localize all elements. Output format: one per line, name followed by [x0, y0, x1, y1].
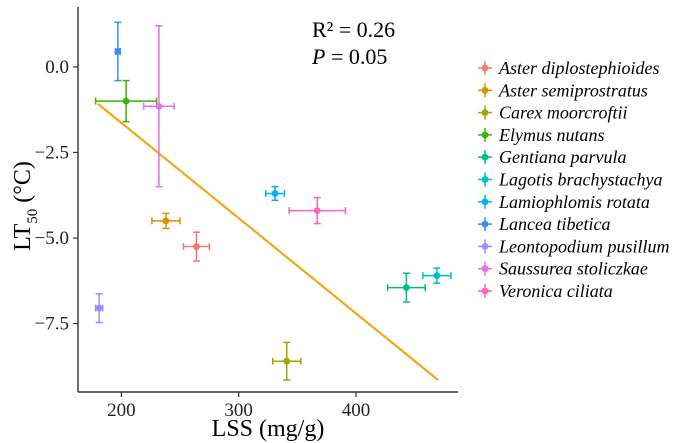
point-marker — [114, 48, 122, 55]
legend-label: Lancea tibetica — [498, 214, 610, 234]
point-marker — [162, 217, 170, 225]
data-points — [94, 21, 452, 381]
y-tick-label: −5.0 — [35, 228, 69, 249]
legend-key-marker — [481, 198, 489, 206]
legend-label: Lagotis brachystachya — [498, 170, 663, 190]
axis-ticks: 200 300 400 0.0 −2.5 −5.0 −7.5 — [35, 57, 371, 421]
legend-item: Aster semiprostratus — [478, 80, 648, 100]
legend-item: Carex moorcroftii — [478, 103, 628, 123]
point-marker — [313, 207, 321, 215]
species-point — [264, 185, 286, 202]
legend-label: Saussurea stoliczkae — [499, 259, 648, 279]
legend-item: Aster diplostephioides — [478, 58, 660, 78]
regression-line — [97, 102, 439, 381]
legend-item: Elymus nutans — [478, 125, 605, 145]
species-point — [422, 267, 452, 284]
point-marker — [193, 243, 200, 250]
legend-label: Carex moorcroftii — [499, 103, 628, 123]
legend-item: Lagotis brachystachya — [478, 170, 663, 190]
legend-key-marker — [481, 109, 489, 116]
legend-label: Gentiana parvula — [499, 147, 627, 167]
legend-key-marker — [481, 287, 489, 295]
legend-label: Lamiophlomis rotata — [498, 192, 650, 212]
legend-label: Elymus nutans — [498, 125, 605, 145]
p-value-annotation: P = 0.05 — [311, 44, 387, 69]
legend-label: Veronica ciliata — [499, 281, 613, 301]
species-point — [151, 212, 181, 230]
legend-key-marker — [481, 131, 489, 139]
y-axis-title-subscript: 50 — [25, 209, 41, 224]
y-tick-label: 0.0 — [45, 57, 69, 78]
species-point — [288, 196, 347, 225]
point-marker — [271, 190, 279, 197]
y-axis-title-main: LT — [10, 223, 36, 250]
p-value-variable: P — [311, 44, 325, 69]
y-axis-title-unit: (°C) — [10, 161, 36, 203]
x-tick-label: 200 — [107, 400, 136, 421]
point-marker — [155, 102, 163, 110]
x-axis-title: LSS (mg/g) — [212, 416, 325, 442]
r-squared-annotation: R² = 0.26 — [312, 17, 395, 42]
legend-label: Leontopodium pusillum — [498, 236, 670, 256]
regression-line-group — [97, 102, 439, 381]
legend-item: Lamiophlomis rotata — [478, 192, 650, 212]
species-point — [142, 25, 175, 188]
point-marker — [283, 357, 291, 365]
legend-key-marker — [481, 243, 489, 250]
species-point — [94, 79, 158, 123]
legend-item: Saussurea stoliczkae — [478, 259, 648, 279]
point-marker — [402, 284, 410, 292]
legend-label: Aster semiprostratus — [498, 80, 648, 100]
point-marker — [433, 272, 441, 280]
species-point — [94, 293, 104, 324]
legend-key-marker — [481, 265, 489, 273]
legend-item: Veronica ciliata — [478, 281, 613, 301]
legend-label: Aster diplostephioides — [498, 58, 660, 78]
legend-key-marker — [481, 64, 489, 72]
p-value-number: = 0.05 — [325, 44, 387, 69]
species-point — [271, 341, 302, 381]
legend-key-marker — [481, 86, 489, 94]
y-tick-label: −2.5 — [35, 142, 69, 163]
species-point — [386, 272, 426, 303]
x-tick-label: 400 — [342, 400, 371, 421]
legend-item: Leontopodium pusillum — [478, 236, 670, 256]
point-marker — [95, 304, 103, 312]
legend-item: Lancea tibetica — [478, 214, 610, 234]
legend-key-marker — [481, 220, 489, 228]
legend-key-marker — [481, 176, 489, 183]
y-axis-title: LT50 (°C) — [10, 161, 41, 251]
species-point — [114, 21, 122, 82]
legend-key-marker — [481, 153, 489, 161]
x-tick-label: 300 — [224, 400, 253, 421]
legend-item: Gentiana parvula — [478, 147, 627, 167]
point-marker — [122, 97, 130, 105]
species-point — [182, 231, 211, 262]
y-tick-label: −7.5 — [35, 314, 69, 335]
